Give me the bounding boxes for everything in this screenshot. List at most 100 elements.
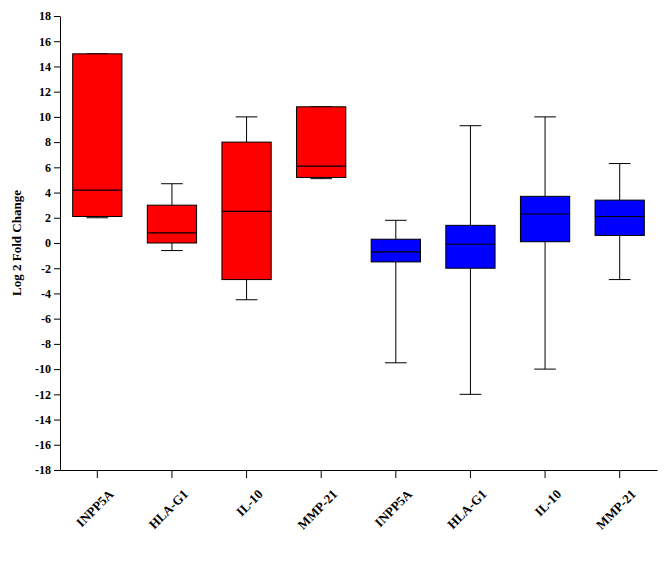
x-tick: MMP-21 [593,470,639,532]
plot: -18-16-14-12-10-8-6-4-2024681012141618IN… [35,9,658,532]
y-tick: 6 [45,161,60,175]
cap-max [385,220,407,221]
x-tick-label: MMP-21 [294,487,340,533]
cap-max [460,125,482,126]
cap-min [385,362,407,363]
y-tick: -18 [35,463,60,477]
box [446,225,495,268]
cap-min [534,369,556,370]
y-tick-mark [54,344,60,345]
y-tick-label: 2 [45,211,51,225]
box [222,142,271,279]
y-tick-label: 18 [39,9,51,23]
y-axis-title: Log 2 Fold Change [9,190,24,296]
whisker-lower [171,243,172,251]
y-tick-mark [54,167,60,168]
y-tick-mark [54,470,60,471]
x-tick: INPP5A [73,470,117,530]
y-tick: -4 [41,287,60,301]
whisker-upper [246,117,247,142]
box [147,205,196,243]
x-tick-label: INPP5A [372,486,416,530]
box [520,196,569,241]
x-axis-line [61,470,658,471]
box-group [147,184,196,251]
whisker-lower [545,242,546,369]
y-tick: 18 [39,9,60,23]
x-tick-mark [171,470,172,478]
median [222,211,271,212]
y-tick-mark [54,16,60,17]
whisker-upper [545,117,546,196]
box-group [595,164,644,280]
y-tick-label: -2 [41,262,51,276]
y-tick-label: -12 [35,388,51,402]
box-group [446,126,495,395]
x-tick: HLA-G1 [444,470,489,532]
box-group [371,220,420,363]
x-tick: IL-10 [532,470,565,519]
x-tick: IL-10 [233,470,266,519]
y-tick-label: 8 [45,135,51,149]
y-tick-mark [54,445,60,446]
y-tick-mark [54,293,60,294]
cap-min [161,250,183,251]
y-tick: 4 [45,186,60,200]
whisker-lower [470,268,471,394]
median [595,216,644,217]
x-tick-label: HLA-G1 [146,487,191,532]
y-tick-mark [54,142,60,143]
y-tick-mark [54,420,60,421]
x-tick-mark [97,470,98,478]
box-group [73,54,122,218]
y-tick-label: -18 [35,463,51,477]
y-tick-label: -8 [41,337,51,351]
chart: -18-16-14-12-10-8-6-4-2024681012141618IN… [0,0,665,562]
y-tick-mark [54,243,60,244]
y-tick: -6 [41,312,60,326]
whisker-upper [470,126,471,226]
x-tick-label: IL-10 [532,487,565,520]
whisker-upper [619,164,620,201]
y-tick-label: -6 [41,312,51,326]
median [520,213,569,214]
y-tick: -10 [35,362,60,376]
y-tick-mark [54,394,60,395]
x-tick-mark [470,470,471,478]
y-tick: -14 [35,413,60,427]
box [371,239,420,262]
y-tick: -12 [35,388,60,402]
box-group [520,117,569,369]
box [297,107,346,178]
cap-max [534,116,556,117]
y-tick-mark [54,319,60,320]
cap-max [609,163,631,164]
y-tick-label: -14 [35,413,51,427]
y-tick-mark [54,268,60,269]
y-tick-label: 10 [39,110,51,124]
cap-min [310,178,332,179]
y-tick: 8 [45,135,60,149]
y-tick-label: 12 [39,85,51,99]
y-tick-mark [54,66,60,67]
x-tick: MMP-21 [294,470,340,532]
cap-min [609,279,631,280]
median [297,165,346,166]
whisker-lower [246,280,247,300]
y-tick-mark [54,92,60,93]
boxes [73,54,645,395]
y-tick-label: -16 [35,438,51,452]
y-tick-label: -4 [41,287,51,301]
y-axis-line [60,17,61,471]
whisker-upper [171,184,172,205]
median [446,244,495,245]
x-tick-label: INPP5A [73,486,117,530]
y-tick: -16 [35,438,60,452]
y-tick: 14 [39,60,60,74]
y-tick-label: -10 [35,362,51,376]
x-tick: INPP5A [372,470,416,530]
cap-max [161,183,183,184]
x-tick-mark [395,470,396,478]
whisker-lower [619,235,620,279]
x-tick-label: IL-10 [233,487,266,520]
